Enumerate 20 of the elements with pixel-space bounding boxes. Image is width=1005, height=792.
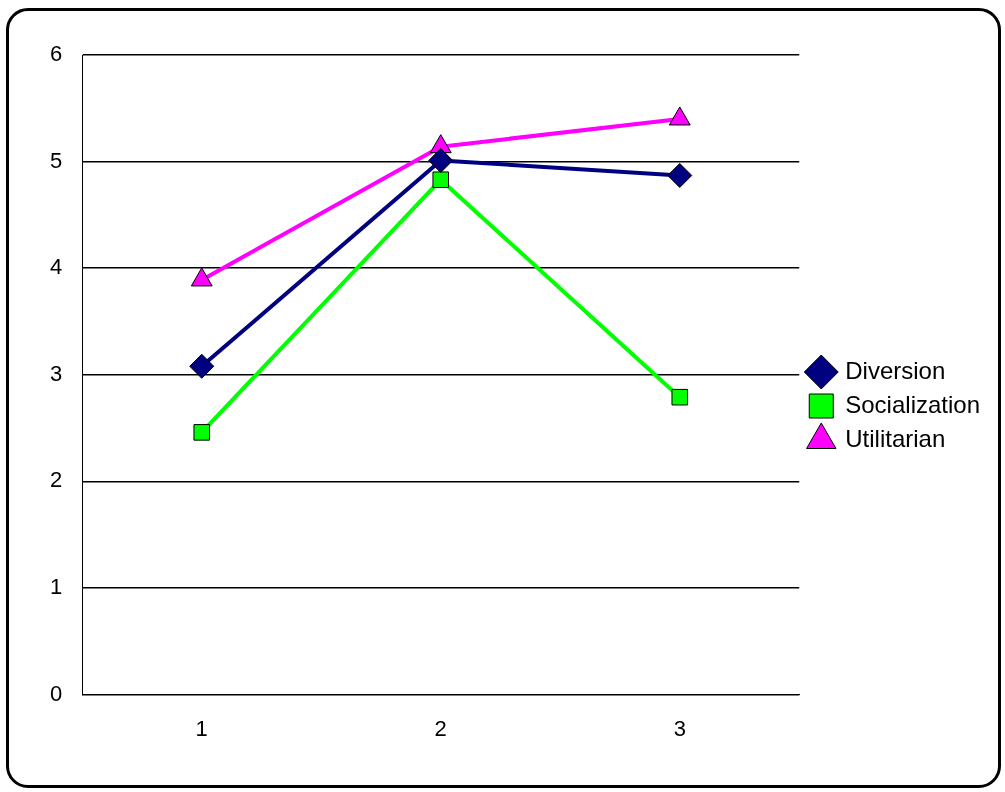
point [667, 162, 693, 188]
point [193, 424, 211, 441]
y-tick-label: 2 [49, 467, 63, 493]
legend-label: Diversion [845, 356, 946, 384]
point [671, 388, 689, 406]
y-tick-label: 6 [49, 41, 63, 67]
y-tick-label: 5 [49, 147, 63, 173]
point [432, 171, 450, 188]
x-tick-label: 1 [195, 715, 208, 741]
y-tick-label: 3 [49, 360, 63, 386]
x-tick-label: 3 [673, 715, 686, 741]
y-tick-label: 1 [49, 574, 63, 600]
point [668, 106, 691, 126]
y-tick-label: 4 [49, 254, 63, 280]
legend-label: Utilitarian [845, 424, 946, 452]
legend-label: Socialization [845, 390, 981, 418]
y-tick-label: 0 [49, 680, 63, 706]
point [189, 353, 215, 379]
point [428, 148, 454, 174]
x-tick-label: 2 [434, 715, 447, 741]
